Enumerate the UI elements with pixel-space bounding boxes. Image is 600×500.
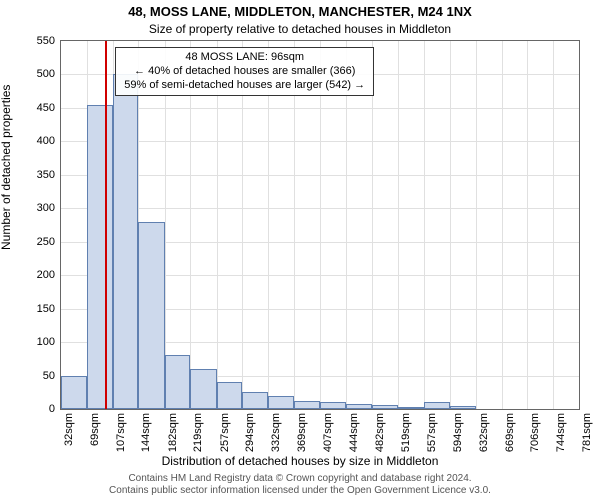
x-tick: 69sqm [89,413,101,446]
y-tick: 550 [37,35,61,47]
histogram-bar [268,396,294,409]
x-tick: 669sqm [504,413,516,452]
histogram-bar [138,222,164,409]
y-tick: 250 [37,236,61,248]
x-tick: 219sqm [192,413,204,452]
x-tick: 407sqm [322,413,334,452]
gridline-v [450,41,451,409]
x-tick: 557sqm [426,413,438,452]
histogram-bar [450,406,476,409]
highlight-infobox: 48 MOSS LANE: 96sqm ← 40% of detached ho… [115,47,374,96]
x-tick: 632sqm [478,413,490,452]
histogram-bar [320,402,346,409]
infobox-line-3: 59% of semi-detached houses are larger (… [124,79,365,93]
y-tick: 50 [43,370,61,382]
gridline-v [398,41,399,409]
histogram-bar [398,407,424,409]
y-tick: 400 [37,135,61,147]
histogram-bar [294,401,320,409]
x-tick: 482sqm [374,413,386,452]
chart-subtitle: Size of property relative to detached ho… [0,22,600,36]
x-tick: 594sqm [452,413,464,452]
y-tick: 100 [37,336,61,348]
gridline-v [476,41,477,409]
x-tick: 182sqm [167,413,179,452]
x-tick: 144sqm [140,413,152,452]
x-tick: 294sqm [244,413,256,452]
x-tick: 444sqm [348,413,360,452]
infobox-line-1: 48 MOSS LANE: 96sqm [124,51,365,65]
x-axis-label: Distribution of detached houses by size … [0,454,600,468]
histogram-bar [217,382,243,409]
histogram-bar [372,405,398,409]
y-tick: 200 [37,269,61,281]
property-marker-line [105,41,107,409]
footer-line-1: Contains HM Land Registry data © Crown c… [0,473,600,484]
x-tick: 332sqm [270,413,282,452]
plot-area: 05010015020025030035040045050055032sqm69… [60,40,580,410]
y-axis-label: Number of detached properties [0,85,13,250]
infobox-line-2: ← 40% of detached houses are smaller (36… [124,65,365,79]
y-tick: 350 [37,169,61,181]
histogram-bar [113,74,139,409]
y-tick: 300 [37,202,61,214]
x-tick: 257sqm [219,413,231,452]
gridline-v [424,41,425,409]
x-tick: 706sqm [529,413,541,452]
y-tick: 0 [49,403,61,415]
x-tick: 781sqm [581,413,593,452]
y-tick: 500 [37,68,61,80]
x-tick: 744sqm [555,413,567,452]
gridline-v [527,41,528,409]
histogram-bar [424,402,450,409]
x-tick: 519sqm [400,413,412,452]
histogram-bar [346,404,372,409]
histogram-bar [165,355,191,409]
histogram-bar [87,105,113,409]
x-tick: 32sqm [63,413,75,446]
histogram-bar [190,369,216,409]
y-tick: 450 [37,102,61,114]
histogram-bar [242,392,268,409]
chart-title: 48, MOSS LANE, MIDDLETON, MANCHESTER, M2… [0,4,600,19]
histogram-bar [61,376,87,409]
y-tick: 150 [37,303,61,315]
x-tick: 107sqm [115,413,127,452]
x-tick: 369sqm [296,413,308,452]
gridline-v [502,41,503,409]
footer-line-2: Contains public sector information licen… [0,485,600,496]
gridline-v [553,41,554,409]
